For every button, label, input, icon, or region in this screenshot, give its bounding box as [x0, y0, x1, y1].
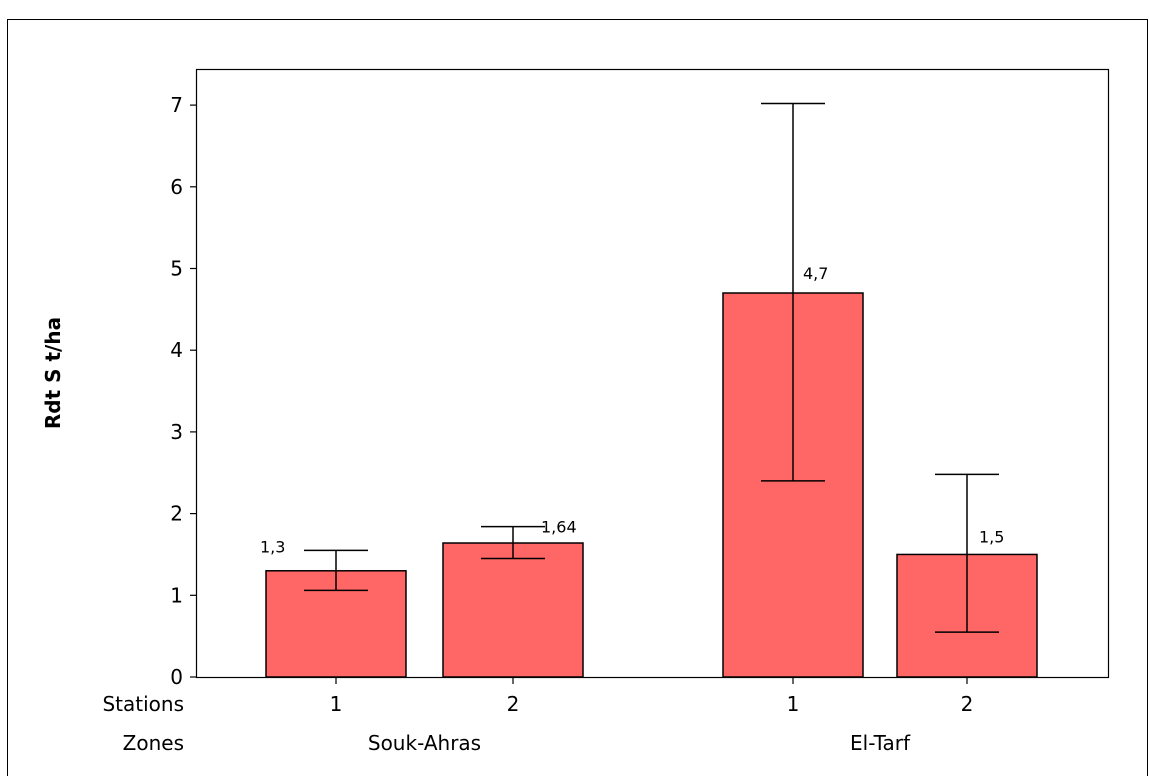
bar-value-label: 1,5 — [979, 527, 1004, 546]
bar — [442, 542, 584, 678]
y-axis-title: Rdt S t/ha — [41, 317, 65, 429]
bar-value-label: 1,64 — [541, 518, 577, 537]
y-tick-label: 1 — [170, 583, 183, 607]
bar-value-label: 1,3 — [260, 537, 285, 556]
y-tick-label: 4 — [170, 338, 183, 362]
station-label: 2 — [961, 692, 974, 716]
zone-label: Souk-Ahras — [368, 731, 481, 755]
y-tick-label: 3 — [170, 420, 183, 444]
station-label: 1 — [330, 692, 343, 716]
zone-label: El-Tarf — [850, 731, 911, 755]
y-axis: 0 1 2 3 4 5 6 7 — [170, 93, 197, 689]
plot-area — [195, 68, 1110, 679]
y-tick-label: 2 — [170, 502, 183, 526]
error-bars-layer — [304, 102, 999, 633]
station-label: 2 — [507, 692, 520, 716]
y-tick-label: 5 — [170, 257, 183, 281]
value-labels-layer: 1,3 1,64 4,7 1,5 — [260, 264, 1004, 556]
y-tick-label: 0 — [170, 665, 183, 689]
stations-row-label: Stations — [102, 692, 184, 716]
y-tick-label: 7 — [170, 93, 183, 117]
y-tick-label: 6 — [170, 175, 183, 199]
zones-row-label: Zones — [123, 731, 184, 755]
bar-value-label: 4,7 — [803, 264, 828, 283]
station-label: 1 — [787, 692, 800, 716]
x-axis: 1 2 Souk-Ahras 1 2 El-Tarf — [330, 677, 974, 755]
